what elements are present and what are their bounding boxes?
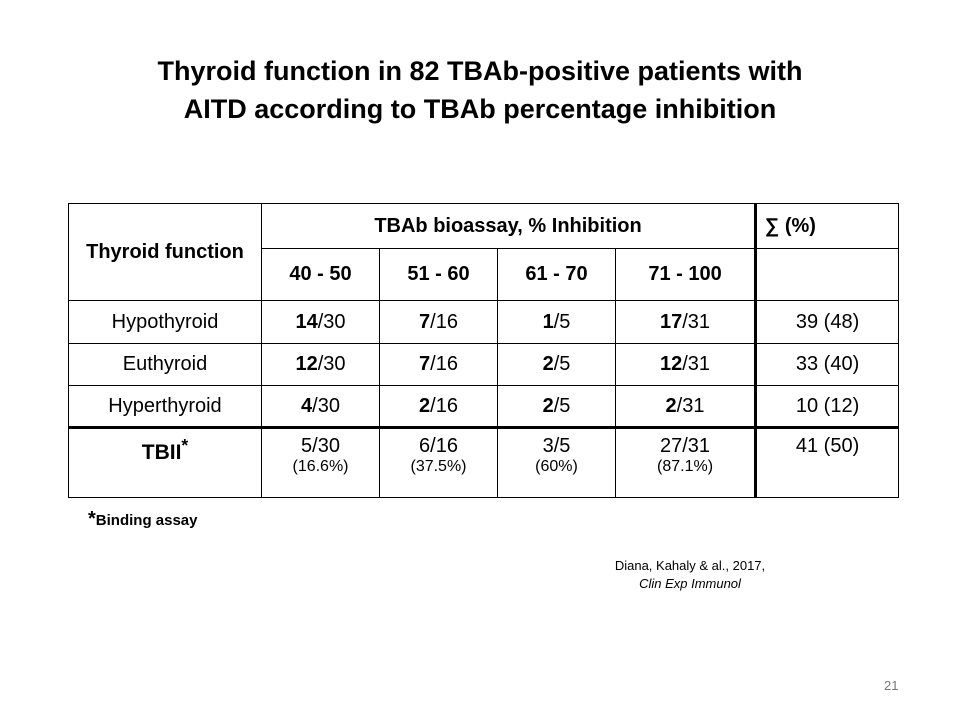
- cell-den: /31: [676, 394, 705, 417]
- cell-pct: (37.5%): [410, 458, 467, 475]
- cell-num: 12: [295, 353, 318, 375]
- footnote: *Binding assay: [88, 508, 198, 531]
- table-cell: 2/5: [497, 343, 616, 386]
- table-cell: 17/31: [614, 300, 757, 344]
- cell-value: 3/5: [542, 435, 571, 457]
- cell-num: 7: [419, 310, 431, 333]
- cell-value: 27/31: [659, 435, 711, 457]
- header-range: 61 - 70: [497, 248, 616, 301]
- row-label: Hypothyroid: [68, 300, 262, 344]
- table-row-hyperthyroid: Hyperthyroid 4/30 2/16 2/5 2/31 10 (12): [68, 385, 900, 429]
- table-cell: 7/16: [379, 300, 498, 344]
- table-cell: 5/30 (16.6%): [261, 427, 380, 498]
- cell-num: 4: [301, 394, 313, 417]
- footnote-text: Binding assay: [95, 512, 198, 529]
- cell-num: 2: [419, 394, 431, 417]
- cell-num: 2: [542, 353, 554, 375]
- cell-num: 2: [542, 394, 554, 417]
- cell-num: 1: [542, 310, 554, 333]
- cell-den: /30: [317, 310, 346, 333]
- cell-num: 7: [419, 353, 431, 375]
- thyroid-function-table: Thyroid function TBAb bioassay, % Inhibi…: [68, 203, 900, 498]
- tbii-label: TBII: [141, 441, 182, 464]
- footnote-star: *: [88, 508, 96, 530]
- citation-authors: Diana, Kahaly & al., 2017,: [614, 558, 766, 573]
- table-cell: 27/31 (87.1%): [614, 427, 757, 498]
- row-sum: 33 (40): [754, 343, 900, 386]
- cell-value: 6/16: [419, 435, 458, 457]
- header-sum: ∑ (%): [754, 203, 900, 249]
- page-number: 21: [884, 678, 899, 693]
- cell-den: /16: [430, 310, 458, 333]
- cell-num: 2: [665, 394, 677, 417]
- cell-num: 12: [659, 353, 683, 375]
- row-label: Euthyroid: [68, 343, 262, 386]
- citation: Diana, Kahaly & al., 2017, Clin Exp Immu…: [560, 557, 820, 593]
- row-sum: 10 (12): [754, 385, 900, 429]
- cell-value: 5/30: [301, 435, 340, 457]
- slide-title: Thyroid function in 82 TBAb-positive pat…: [0, 52, 960, 128]
- table-cell: 7/16: [379, 343, 498, 386]
- header-row-2: 40 - 50 51 - 60 61 - 70 71 - 100: [69, 248, 900, 301]
- citation-journal: Clin Exp Immunol: [639, 576, 741, 591]
- table-cell: 3/5 (60%): [497, 427, 616, 498]
- header-thyroid-function: Thyroid function: [68, 203, 262, 301]
- cell-den: /5: [553, 310, 571, 333]
- cell-den: /30: [312, 394, 340, 417]
- row-label: Hyperthyroid: [68, 385, 262, 429]
- table-cell: 2/5: [497, 385, 616, 429]
- header-range: 51 - 60: [379, 248, 498, 301]
- cell-den: /5: [553, 353, 571, 375]
- table-row-tbii: TBII* 5/30 (16.6%) 6/16 (37.5%) 3/5 (60%) 2…: [68, 427, 900, 498]
- cell-den: /16: [430, 353, 458, 375]
- header-range: 40 - 50: [261, 248, 380, 301]
- table-row-hypothyroid: Hypothyroid 14/30 7/16 1/5 17/31 39 (48): [68, 300, 900, 344]
- table-cell: 4/30: [261, 385, 380, 429]
- table-cell: 6/16 (37.5%): [379, 427, 498, 498]
- title-line-2: AITD according to TBAb percentage inhibi…: [183, 94, 777, 124]
- table-cell: 12/30: [261, 343, 380, 386]
- row-sum: 41 (50): [754, 427, 900, 498]
- cell-pct: (87.1%): [657, 458, 714, 475]
- table-cell: 1/5: [497, 300, 616, 344]
- cell-num: 17: [659, 310, 683, 333]
- header-range: 71 - 100: [614, 248, 757, 301]
- table-cell: 14/30: [261, 300, 380, 344]
- table-cell: 2/16: [379, 385, 498, 429]
- cell-den: /31: [682, 310, 711, 333]
- cell-num: 14: [295, 310, 318, 333]
- tbii-star: *: [181, 435, 189, 455]
- row-sum: 39 (48): [754, 300, 900, 344]
- cell-pct: (16.6%): [292, 458, 349, 475]
- cell-den: /30: [317, 353, 346, 375]
- cell-den: /16: [430, 394, 458, 417]
- row-label-tbii: TBII*: [68, 427, 262, 498]
- header-sum-empty: [754, 248, 900, 301]
- header-row-1: Thyroid function TBAb bioassay, % Inhibi…: [68, 203, 900, 301]
- table-cell: 2/31: [614, 385, 757, 429]
- cell-pct: (60%): [535, 458, 578, 475]
- table-cell: 12/31: [614, 343, 757, 386]
- table-row-euthyroid: Euthyroid 12/30 7/16 2/5 12/31 33 (40): [68, 343, 900, 386]
- cell-den: /31: [682, 353, 711, 375]
- header-bioassay: TBAb bioassay, % Inhibition: [260, 203, 757, 249]
- title-line-1: Thyroid function in 82 TBAb-positive pat…: [157, 56, 803, 86]
- cell-den: /5: [553, 394, 571, 417]
